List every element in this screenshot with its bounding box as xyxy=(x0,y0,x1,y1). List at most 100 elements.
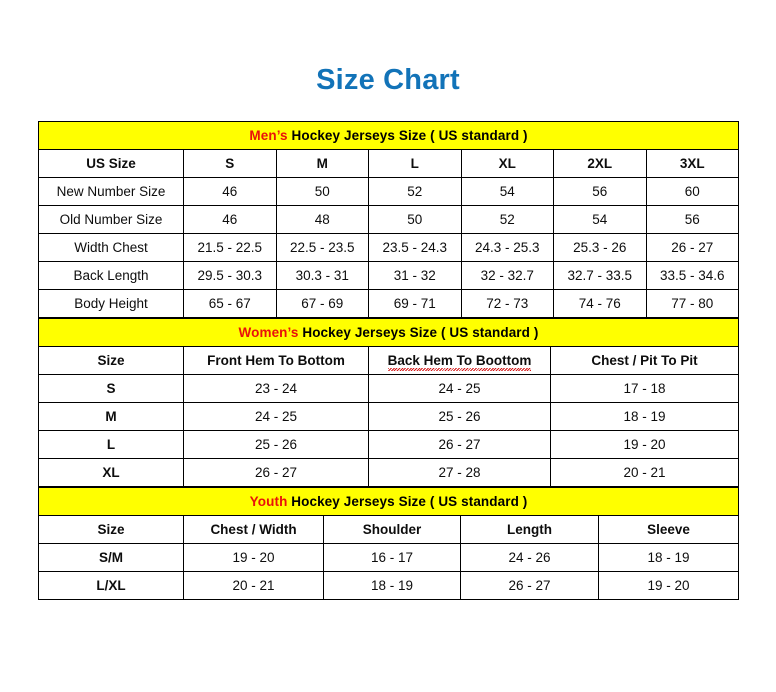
mens-header-0: US Size xyxy=(38,149,184,178)
mens-row-2-col-0: 21.5 - 22.5 xyxy=(183,233,277,262)
table-row: XL 26 - 27 27 - 28 20 - 21 xyxy=(38,458,739,487)
womens-section-banner: Women’s Hockey Jerseys Size ( US standar… xyxy=(38,318,739,347)
youth-row-1-col-1: 18 - 19 xyxy=(323,571,461,600)
womens-row-1-label: M xyxy=(38,402,184,431)
table-row: Back Length 29.5 - 30.3 30.3 - 31 31 - 3… xyxy=(38,261,740,290)
mens-row-0-col-2: 52 xyxy=(368,177,462,206)
mens-row-0-col-1: 50 xyxy=(275,177,369,206)
womens-banner-category: Women’s xyxy=(238,325,299,340)
mens-row-4-col-1: 67 - 69 xyxy=(275,289,369,318)
youth-header-4: Sleeve xyxy=(597,515,740,544)
womens-size-table: Women’s Hockey Jerseys Size ( US standar… xyxy=(38,318,739,487)
youth-header-2: Shoulder xyxy=(323,515,461,544)
womens-header-row: Size Front Hem To Bottom Back Hem To Boo… xyxy=(38,346,739,375)
mens-row-1-col-0: 46 xyxy=(183,205,277,234)
table-row: Width Chest 21.5 - 22.5 22.5 - 23.5 23.5… xyxy=(38,233,740,262)
youth-row-0-label: S/M xyxy=(38,543,184,572)
mens-row-0-col-0: 46 xyxy=(183,177,277,206)
mens-row-4-col-2: 69 - 71 xyxy=(368,289,462,318)
table-row: New Number Size 46 50 52 54 56 60 xyxy=(38,177,740,206)
youth-row-1-col-0: 20 - 21 xyxy=(183,571,324,600)
womens-row-1-col-0: 24 - 25 xyxy=(183,402,369,431)
mens-banner-category: Men’s xyxy=(249,128,288,143)
mens-header-row: US Size S M L XL 2XL 3XL xyxy=(38,149,740,178)
womens-header-2-text: Back Hem To Boottom xyxy=(387,353,532,371)
youth-header-0: Size xyxy=(38,515,184,544)
womens-row-0-label: S xyxy=(38,374,184,403)
womens-row-3-col-2: 20 - 21 xyxy=(550,458,739,487)
mens-row-4-label: Body Height xyxy=(38,289,184,318)
womens-header-0: Size xyxy=(38,346,184,375)
mens-row-2-col-2: 23.5 - 24.3 xyxy=(368,233,462,262)
mens-row-3-label: Back Length xyxy=(38,261,184,290)
womens-row-2-col-0: 25 - 26 xyxy=(183,430,369,459)
youth-section-banner: Youth Hockey Jerseys Size ( US standard … xyxy=(37,487,740,516)
womens-row-3-label: XL xyxy=(38,458,184,487)
womens-header-1: Front Hem To Bottom xyxy=(183,346,369,375)
mens-row-4-col-4: 74 - 76 xyxy=(553,289,647,318)
youth-header-3: Length xyxy=(460,515,599,544)
mens-row-2-label: Width Chest xyxy=(38,233,184,262)
mens-row-4-col-0: 65 - 67 xyxy=(183,289,277,318)
womens-row-0-col-2: 17 - 18 xyxy=(550,374,739,403)
mens-row-3-col-0: 29.5 - 30.3 xyxy=(183,261,277,290)
mens-row-1-col-2: 50 xyxy=(368,205,462,234)
mens-row-1-col-3: 52 xyxy=(460,205,554,234)
mens-row-1-col-4: 54 xyxy=(553,205,647,234)
youth-row-0-col-2: 24 - 26 xyxy=(460,543,599,572)
youth-row-1-col-3: 19 - 20 xyxy=(597,571,740,600)
youth-size-table: Youth Hockey Jerseys Size ( US standard … xyxy=(37,487,740,600)
table-row: Body Height 65 - 67 67 - 69 69 - 71 72 -… xyxy=(38,289,740,318)
youth-banner-category: Youth xyxy=(249,494,288,509)
size-tables-container: Men’s Hockey Jerseys Size ( US standard … xyxy=(37,121,740,600)
mens-row-4-col-3: 72 - 73 xyxy=(460,289,554,318)
womens-banner-row: Women’s Hockey Jerseys Size ( US standar… xyxy=(38,318,739,347)
table-row: S/M 19 - 20 16 - 17 24 - 26 18 - 19 xyxy=(38,543,740,572)
womens-banner-rest: Hockey Jerseys Size ( US standard ) xyxy=(298,325,539,340)
youth-header-row: Size Chest / Width Shoulder Length Sleev… xyxy=(38,515,740,544)
mens-row-1-col-5: 56 xyxy=(645,205,740,234)
mens-row-0-label: New Number Size xyxy=(38,177,184,206)
mens-header-5: 2XL xyxy=(553,149,647,178)
table-row: L 25 - 26 26 - 27 19 - 20 xyxy=(38,430,739,459)
womens-header-2: Back Hem To Boottom xyxy=(368,346,551,375)
mens-row-3-col-2: 31 - 32 xyxy=(368,261,462,290)
mens-row-0-col-3: 54 xyxy=(460,177,554,206)
womens-row-2-label: L xyxy=(38,430,184,459)
youth-row-1-col-2: 26 - 27 xyxy=(460,571,599,600)
mens-row-2-col-1: 22.5 - 23.5 xyxy=(275,233,369,262)
youth-row-0-col-1: 16 - 17 xyxy=(323,543,461,572)
mens-header-6: 3XL xyxy=(645,149,740,178)
mens-row-2-col-4: 25.3 - 26 xyxy=(553,233,647,262)
womens-row-0-col-1: 24 - 25 xyxy=(368,374,551,403)
womens-row-3-col-0: 26 - 27 xyxy=(183,458,369,487)
womens-row-0-col-0: 23 - 24 xyxy=(183,374,369,403)
youth-banner-row: Youth Hockey Jerseys Size ( US standard … xyxy=(37,487,740,516)
youth-row-0-col-3: 18 - 19 xyxy=(597,543,740,572)
womens-header-3: Chest / Pit To Pit xyxy=(550,346,739,375)
mens-row-1-col-1: 48 xyxy=(275,205,369,234)
womens-row-2-col-2: 19 - 20 xyxy=(550,430,739,459)
womens-row-3-col-1: 27 - 28 xyxy=(368,458,551,487)
mens-row-3-col-3: 32 - 32.7 xyxy=(460,261,554,290)
mens-banner-row: Men’s Hockey Jerseys Size ( US standard … xyxy=(37,121,740,150)
table-row: Old Number Size 46 48 50 52 54 56 xyxy=(38,205,740,234)
mens-row-3-col-4: 32.7 - 33.5 xyxy=(553,261,647,290)
mens-section-banner: Men’s Hockey Jerseys Size ( US standard … xyxy=(37,121,740,150)
mens-row-0-col-4: 56 xyxy=(553,177,647,206)
page-title: Size Chart xyxy=(316,64,460,96)
mens-header-1: S xyxy=(183,149,277,178)
mens-row-2-col-3: 24.3 - 25.3 xyxy=(460,233,554,262)
mens-header-3: L xyxy=(368,149,462,178)
womens-row-2-col-1: 26 - 27 xyxy=(368,430,551,459)
mens-banner-rest: Hockey Jerseys Size ( US standard ) xyxy=(287,128,528,143)
mens-row-2-col-5: 26 - 27 xyxy=(645,233,740,262)
mens-header-4: XL xyxy=(460,149,554,178)
mens-row-3-col-1: 30.3 - 31 xyxy=(275,261,369,290)
womens-row-1-col-1: 25 - 26 xyxy=(368,402,551,431)
youth-row-0-col-0: 19 - 20 xyxy=(183,543,324,572)
mens-row-0-col-5: 60 xyxy=(645,177,740,206)
youth-banner-rest: Hockey Jerseys Size ( US standard ) xyxy=(287,494,528,509)
womens-row-1-col-2: 18 - 19 xyxy=(550,402,739,431)
